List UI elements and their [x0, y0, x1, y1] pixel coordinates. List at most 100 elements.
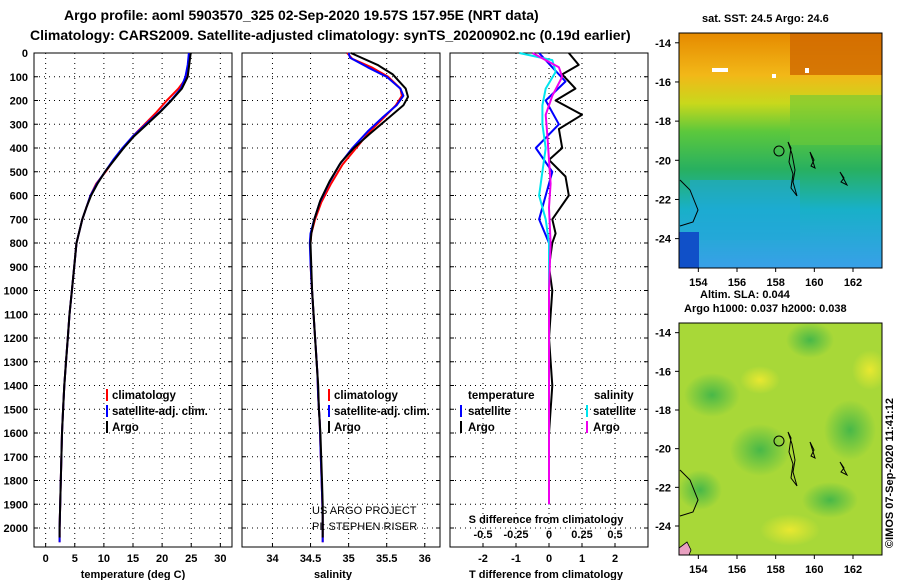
depth-tick-label: 1200 [4, 333, 28, 345]
depth-tick-label: 1500 [4, 404, 28, 416]
sla-blob [786, 323, 834, 358]
imos-watermark: ©IMOS 07-Sep-2020 11:41:12 [884, 398, 896, 548]
depth-tick-label: 400 [10, 143, 28, 155]
sst-map-frame [678, 32, 883, 269]
sst-deep-blue-patch [679, 232, 699, 268]
map-x-tick-label: 156 [728, 564, 746, 576]
legend-label-climatology: climatology [112, 390, 177, 402]
legend-title-salinity: salinity [594, 390, 634, 402]
x-tick-label: -1 [511, 553, 521, 565]
salinity-panel-frame [241, 52, 441, 548]
sst-blue-patch [690, 180, 800, 240]
x-tick-layer: 0 5 10 15 20 25 30 34 34.5 35 35.5 36 -2 -1 0 1 2 -0.5 -0.… [43, 529, 623, 565]
series-line-climatology [309, 52, 403, 543]
sst-missing-2 [772, 74, 776, 78]
depth-tick-label: 1400 [4, 381, 28, 393]
x-tick-label: 1 [579, 553, 585, 565]
depth-tick-label: 1100 [4, 309, 28, 321]
temperature-legend: climatology satellite-adj. clim. Argo [106, 389, 208, 434]
depth-tick-label: 0 [22, 48, 28, 60]
map-y-tick-label: -24 [655, 521, 672, 533]
depth-tick-label: 1900 [4, 499, 28, 511]
depth-tick-label: 1600 [4, 428, 28, 440]
depth-tick-label: 1000 [4, 286, 28, 298]
grid-layer [34, 52, 648, 547]
sla-blob [824, 400, 876, 460]
map-y-tick-label: -24 [655, 234, 672, 246]
series-line-t-argo [548, 52, 583, 505]
map-y-tick-label: -22 [655, 482, 671, 494]
map-y-tick-label: -14 [655, 38, 672, 50]
sla-blob [679, 470, 722, 510]
map-y-tick-label: -22 [655, 194, 671, 206]
x-tick-label: 0 [43, 553, 49, 565]
map-y-tick-label: -20 [655, 155, 671, 167]
sst-missing-3 [805, 68, 809, 73]
legend-label-t-satellite: satellite [468, 406, 511, 418]
salinity-legend: climatology satellite-adj. clim. Argo [328, 389, 430, 434]
map-x-tick-label: 154 [689, 564, 708, 576]
series-line-s-argo [532, 52, 564, 505]
s-x-tick-label: 0 [546, 529, 552, 541]
land-patch [679, 541, 692, 555]
map-x-tick-label: 162 [844, 564, 862, 576]
s-x-tick-label: -0.25 [503, 529, 528, 541]
map-tick-layer: 154 156 158 160 162 -24 -22 -20 -18 -16 -14 154 156 1… [655, 38, 862, 576]
x-tick-label: 25 [185, 553, 197, 565]
x-tick-label: 20 [156, 553, 168, 565]
x-tick-label: 30 [214, 553, 226, 565]
map-x-tick-label: 160 [805, 564, 823, 576]
map-x-tick-label: 158 [766, 564, 784, 576]
difference-xlabel-top: S difference from climatology [469, 514, 625, 526]
temperature-panel-frame [33, 52, 233, 548]
x-tick-label: 34.5 [300, 553, 321, 565]
depth-tick-label: 1800 [4, 476, 28, 488]
x-tick-label: 34 [266, 553, 279, 565]
x-tick-label: 15 [127, 553, 139, 565]
x-tick-label: 35 [342, 553, 354, 565]
map-y-tick-label: -18 [655, 116, 671, 128]
depth-axis: 0 100 200 300 400 500 600 700 800 900 1000 1100 1200… [4, 48, 648, 535]
x-tick-label: -2 [478, 553, 488, 565]
reef-outline [679, 141, 849, 227]
series-line-argo [309, 52, 409, 538]
reef-outline [679, 431, 849, 517]
sla-high [852, 350, 882, 390]
legend-label-argo: Argo [334, 422, 361, 434]
sla-blob [730, 424, 790, 476]
map-x-tick-label: 158 [766, 277, 784, 289]
sst-map-title: sat. SST: 24.5 Argo: 24.6 [702, 13, 829, 25]
sla-map-title-line1: Altim. SLA: 0.044 [700, 289, 791, 301]
sla-high [760, 514, 820, 546]
x-tick-label: 35.5 [376, 553, 397, 565]
salinity-xlabel: salinity [314, 569, 353, 580]
sla-map-frame [678, 322, 883, 556]
series-line-climatology [58, 52, 192, 543]
sla-blob [684, 373, 740, 417]
argo-location-marker [773, 435, 785, 447]
header-line2: Climatology: CARS2009. Satellite-adjuste… [30, 27, 631, 43]
map-x-tick-label: 160 [805, 277, 823, 289]
depth-tick-label: 500 [10, 167, 28, 179]
project-note-line1: US ARGO PROJECT [312, 505, 417, 517]
difference-xlabel: T difference from climatology [469, 569, 624, 580]
map-y-tick-label: -16 [655, 366, 671, 378]
argo-location-marker [773, 145, 785, 157]
legend-label-climatology: climatology [334, 390, 399, 402]
x-tick-label: 36 [419, 553, 431, 565]
depth-tick-label: 800 [10, 238, 28, 250]
x-tick-label: 0 [546, 553, 552, 565]
sst-map [679, 33, 882, 268]
map-y-tick-label: -20 [655, 444, 671, 456]
depth-tick-label: 700 [10, 214, 28, 226]
legend-title-temperature: temperature [468, 390, 534, 402]
s-x-tick-label: -0.5 [474, 529, 493, 541]
legend-label-t-argo: Argo [468, 422, 495, 434]
map-x-tick-label: 156 [728, 277, 746, 289]
temperature-xlabel: temperature (deg C) [81, 569, 186, 580]
s-x-tick-label: 0.25 [571, 529, 592, 541]
depth-tick-label: 2000 [4, 523, 28, 535]
s-x-tick-label: 0.5 [607, 529, 622, 541]
depth-tick-label: 1700 [4, 452, 28, 464]
